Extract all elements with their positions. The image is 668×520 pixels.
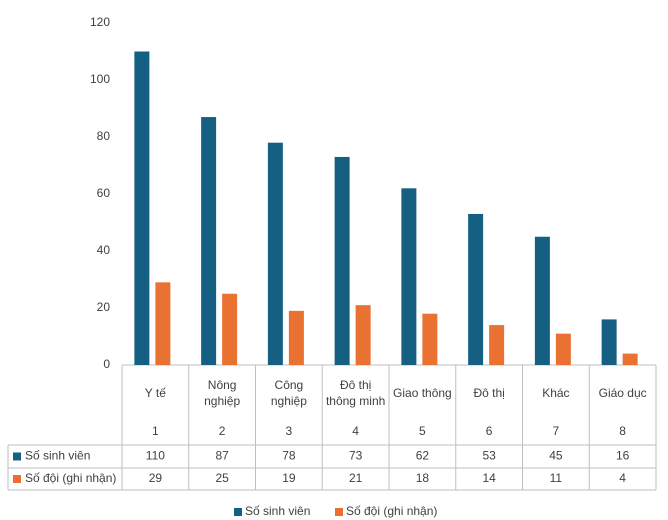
category-number: 2 [219, 424, 226, 438]
table-legend-key [13, 452, 21, 461]
bar [422, 313, 438, 365]
table-value: 14 [482, 471, 496, 485]
bar [155, 282, 171, 365]
table-row-label: Số sinh viên [25, 449, 90, 463]
table-value: 19 [282, 471, 296, 485]
bar [355, 305, 371, 365]
y-tick-label: 40 [97, 243, 111, 257]
table-value: 16 [616, 449, 630, 463]
legend-label: Số sinh viên [245, 504, 310, 518]
category-number: 6 [486, 424, 493, 438]
x-tick-label: Đô thị [473, 386, 504, 400]
x-tick-label: Giao thông [393, 386, 452, 400]
bar [401, 188, 417, 365]
bar [555, 333, 571, 365]
bar [534, 236, 550, 365]
table-value: 87 [215, 449, 229, 463]
y-tick-label: 20 [97, 300, 111, 314]
category-number: 1 [152, 424, 159, 438]
x-tick-label: Y tế [145, 386, 166, 400]
x-tick-label: Đô thị thông minh [326, 378, 385, 408]
category-number: 7 [553, 424, 560, 438]
category-number: 3 [286, 424, 293, 438]
category-number: 4 [352, 424, 359, 438]
y-tick-label: 0 [103, 357, 110, 371]
legend-key [335, 508, 343, 516]
x-tick-label: Giáo dục [599, 386, 647, 400]
table-value: 4 [619, 471, 626, 485]
category-number: 5 [419, 424, 426, 438]
table-value: 18 [416, 471, 430, 485]
bar [489, 325, 505, 365]
y-tick-label: 120 [90, 15, 110, 29]
x-tick-label: Công nghiệp [271, 378, 307, 408]
x-tick-label: Nông nghiệp [204, 378, 240, 408]
table-row-label: Số đội (ghi nhận) [25, 471, 116, 485]
bar [601, 319, 617, 365]
bar [288, 310, 304, 365]
bar [222, 293, 238, 365]
bar [468, 213, 484, 365]
table-value: 78 [282, 449, 296, 463]
y-tick-label: 60 [97, 186, 111, 200]
legend-key [234, 508, 242, 516]
table-value: 11 [550, 471, 563, 485]
table-value: 53 [482, 449, 496, 463]
table-value: 110 [146, 449, 165, 463]
table-value: 62 [416, 449, 430, 463]
bar [334, 156, 350, 365]
legend-label: Số đội (ghi nhận) [346, 504, 437, 518]
category-number: 8 [619, 424, 626, 438]
table-value: 25 [215, 471, 229, 485]
bar [622, 353, 638, 365]
table-value: 29 [149, 471, 163, 485]
y-tick-label: 100 [90, 72, 110, 86]
bar [201, 117, 217, 365]
table-value: 73 [349, 449, 363, 463]
table-value: 45 [549, 449, 563, 463]
table-value: 21 [349, 471, 363, 485]
x-tick-label: Khác [542, 386, 569, 400]
bar [134, 51, 150, 365]
y-tick-label: 80 [97, 129, 111, 143]
bar [267, 142, 283, 365]
table-legend-key [13, 475, 21, 483]
